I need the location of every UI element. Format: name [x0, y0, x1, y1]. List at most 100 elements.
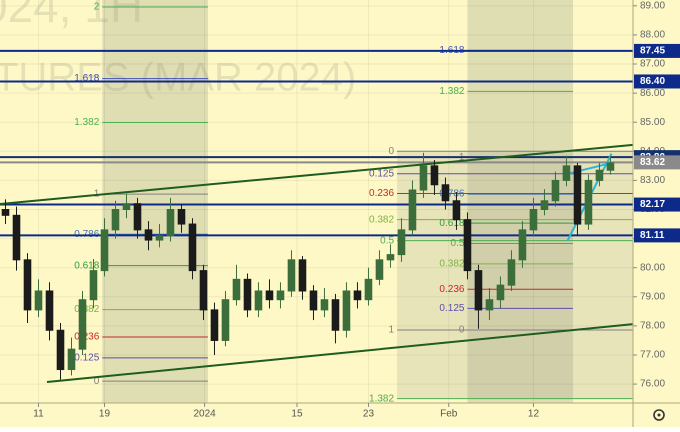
candle-body: [89, 270, 98, 301]
candle-body: [397, 229, 406, 256]
price-tag-label: 81.11: [640, 230, 665, 241]
y-tick-label: 78.00: [640, 321, 665, 332]
candle-body: [298, 259, 307, 292]
fib-label: 0.382: [369, 214, 394, 225]
fib-label: 0.236: [74, 332, 99, 343]
fib-label: 0.618: [74, 260, 99, 271]
candle-body: [386, 254, 395, 261]
candle-body: [606, 162, 615, 171]
fib-label: 1.382: [74, 117, 99, 128]
candle-body: [177, 209, 186, 225]
candle-body: [78, 299, 87, 350]
time-axis: [0, 403, 680, 427]
candle-body: [331, 299, 340, 331]
y-tick-label: 86.00: [640, 88, 665, 99]
candle-body: [34, 290, 43, 311]
x-tick-label: Feb: [440, 409, 458, 420]
fib-label: 0.125: [74, 353, 99, 364]
price-tag-label: 87.45: [640, 46, 665, 57]
candle-body: [518, 229, 527, 261]
candle-body: [111, 209, 120, 231]
fib-label: 0.125: [439, 303, 464, 314]
candle-body: [584, 179, 593, 225]
candle-body: [419, 165, 428, 191]
settings-icon: [653, 409, 665, 421]
candle-body: [540, 200, 549, 211]
y-tick-label: 77.00: [640, 350, 665, 361]
candle-body: [166, 209, 175, 237]
trendline: [46, 323, 634, 384]
fib-label: 1: [389, 325, 395, 336]
fib-label: 0.236: [369, 188, 394, 199]
x-tick-label: 2024: [193, 409, 216, 420]
candle-body: [309, 290, 318, 311]
fib-label: 0.786: [74, 229, 99, 240]
fib-label: 0.5: [451, 238, 465, 249]
candle-body: [12, 214, 21, 261]
fib-label: 2: [94, 2, 100, 13]
watermark: TURES (MAR 2024): [0, 56, 356, 100]
candle-body: [452, 200, 461, 221]
candle-body: [529, 209, 538, 231]
y-tick-label: 79.00: [640, 291, 665, 302]
fib-label: 0.236: [439, 284, 464, 295]
candle-body: [320, 299, 329, 311]
candle-body: [56, 329, 65, 371]
candle-body: [507, 259, 516, 286]
candle-body: [67, 348, 76, 371]
fib-label: 0.786: [439, 189, 464, 200]
candle-body: [441, 184, 450, 202]
price-tag: [634, 197, 680, 212]
candle-body: [122, 203, 131, 211]
fib-label: 0.382: [439, 259, 464, 270]
fib-label: 1.382: [369, 393, 394, 404]
watermark: 024, 1H: [0, 0, 143, 32]
candle-body: [551, 179, 560, 202]
y-tick-label: 88.00: [640, 30, 665, 41]
y-tick-label: 89.00: [640, 0, 665, 11]
candle-body: [144, 229, 153, 241]
fib-label: 1.618: [74, 73, 99, 84]
price-tag-label: 82.17: [640, 199, 665, 210]
fib-label: 0.382: [74, 304, 99, 315]
candle-body: [199, 270, 208, 311]
candle-body: [1, 209, 10, 216]
settings-icon-center: [657, 413, 661, 417]
price-tag: [634, 155, 680, 170]
candle-body: [562, 165, 571, 181]
fib-label: 1.382: [439, 86, 464, 97]
shaded-zone: [102, 0, 208, 403]
candle-body: [254, 290, 263, 311]
candle-body: [265, 290, 274, 301]
x-tick-label: 23: [363, 409, 375, 420]
y-tick-label: 76.00: [640, 379, 665, 390]
fib-label: 0.125: [369, 168, 394, 179]
price-tag-label: 86.40: [640, 76, 665, 87]
candle-body: [188, 223, 197, 272]
price-tag: [634, 74, 680, 89]
fib-label: 0: [389, 146, 395, 157]
price-tag-label: 83.62: [640, 157, 665, 168]
candle-body: [573, 165, 582, 225]
y-tick-label: 87.00: [640, 59, 665, 70]
candle-body: [287, 259, 296, 292]
candle-body: [23, 259, 32, 311]
candle-body: [210, 309, 219, 341]
candle-body: [485, 299, 494, 311]
trendline: [564, 161, 612, 176]
candle-body: [133, 203, 142, 231]
price-tag: [634, 228, 680, 243]
fib-label: 0: [459, 325, 465, 336]
candle-body: [232, 278, 241, 301]
price-axis: [633, 0, 680, 427]
candle-body: [221, 299, 230, 341]
candle-body: [375, 259, 384, 280]
candle-body: [243, 278, 252, 311]
candle-body: [595, 169, 604, 181]
candle-body: [276, 290, 285, 301]
candle-body: [45, 290, 54, 331]
candle-body: [342, 290, 351, 331]
y-tick-label: 83.00: [640, 175, 665, 186]
x-tick-label: 15: [291, 409, 303, 420]
